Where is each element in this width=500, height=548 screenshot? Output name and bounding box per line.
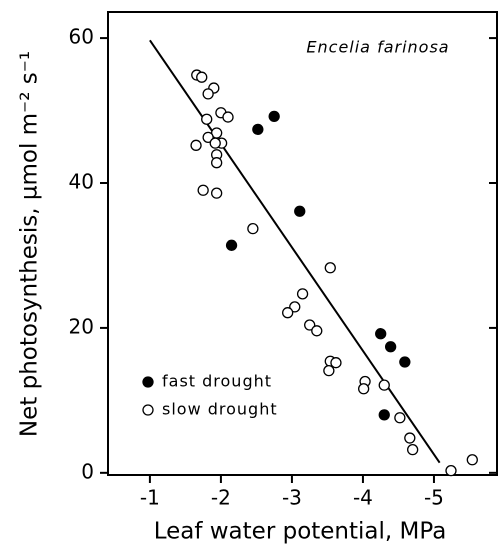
y-tick-label: 40 — [69, 169, 94, 193]
fit-line — [149, 39, 441, 464]
point — [196, 71, 208, 83]
point — [282, 307, 294, 319]
point — [399, 356, 411, 368]
point — [202, 88, 214, 100]
point — [197, 184, 209, 196]
legend-marker — [142, 404, 154, 416]
annotation: Encelia farinosa — [306, 38, 449, 57]
y-tick-label: 20 — [69, 314, 94, 338]
point — [268, 110, 280, 122]
x-tick-label: -4 — [353, 486, 373, 510]
legend-marker — [142, 376, 154, 388]
point — [225, 239, 238, 251]
point — [252, 123, 264, 136]
x-tick-label: -5 — [424, 486, 444, 510]
point — [330, 357, 342, 369]
legend-label: fast drought — [162, 372, 272, 391]
point — [445, 465, 457, 477]
point — [324, 262, 336, 274]
point — [394, 412, 406, 424]
point — [384, 341, 397, 353]
point — [407, 443, 419, 456]
point — [378, 379, 390, 391]
point — [304, 319, 316, 331]
plot-frame — [107, 11, 498, 476]
x-tick-label: -1 — [140, 486, 160, 510]
point — [190, 139, 202, 151]
point — [404, 432, 416, 444]
point — [222, 111, 234, 123]
point — [289, 301, 301, 313]
point — [323, 365, 335, 377]
point — [201, 113, 213, 125]
point — [466, 454, 478, 466]
point — [375, 328, 387, 340]
y-axis-label: Net photosynthesis, µmol m⁻² s⁻¹ — [17, 51, 43, 437]
y-tick-label: 0 — [81, 459, 94, 483]
point — [358, 383, 370, 395]
point — [311, 325, 323, 337]
point — [211, 187, 223, 199]
x-tick-label: -2 — [211, 486, 231, 510]
point — [378, 409, 390, 421]
point — [296, 288, 309, 300]
x-tick-label: -3 — [282, 486, 302, 510]
legend-label: slow drought — [162, 400, 278, 419]
x-axis-label: Leaf water potential, MPa — [154, 519, 447, 545]
point — [211, 157, 223, 169]
y-tick-label: 60 — [69, 25, 94, 49]
point — [247, 222, 259, 235]
point — [294, 205, 306, 217]
point — [202, 131, 214, 144]
point — [209, 137, 221, 149]
